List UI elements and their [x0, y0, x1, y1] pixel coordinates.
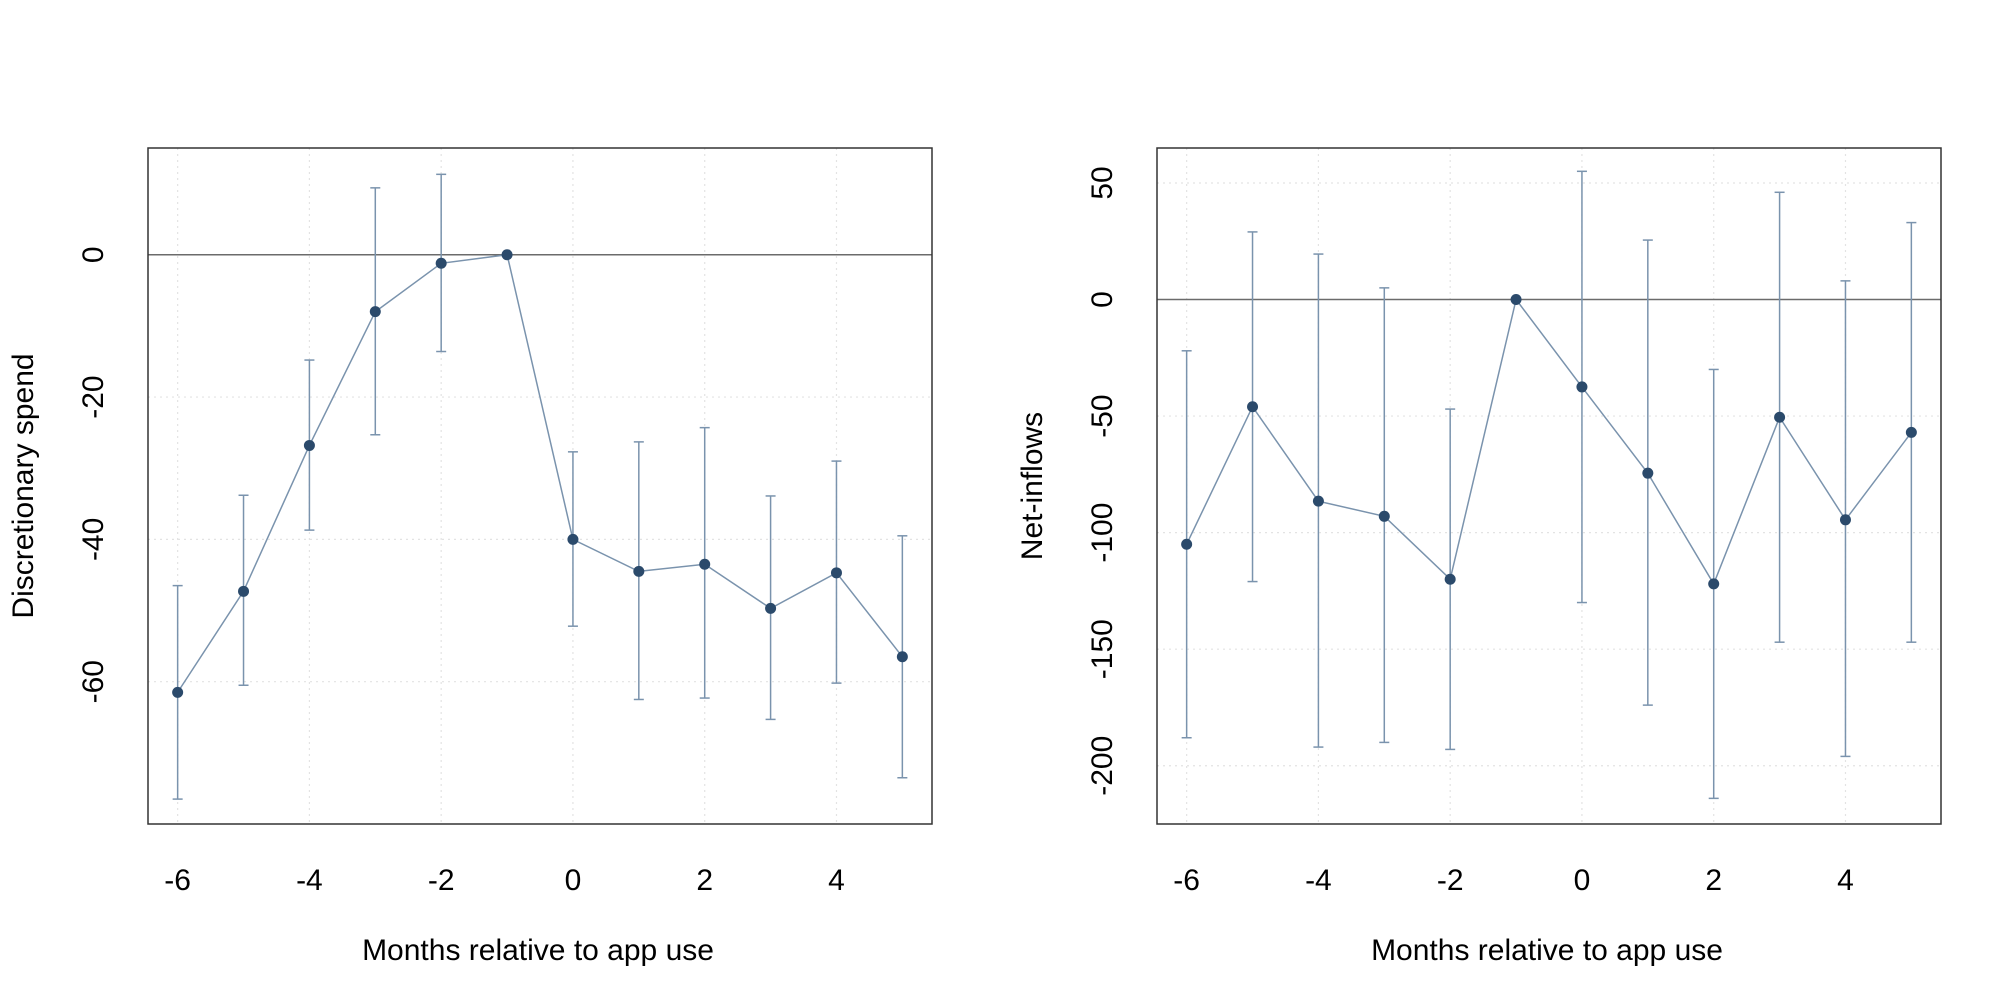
plot-frame	[1156, 147, 1942, 825]
x-tick-label: 2	[696, 864, 713, 897]
x-tick-label: 4	[1837, 864, 1854, 897]
data-point	[1708, 578, 1720, 590]
x-tick-label: 2	[1705, 864, 1722, 897]
x-axis-ticks: -6 -4 -2 0 2 4	[164, 864, 845, 897]
y-tick-label: -60	[77, 660, 110, 703]
x-tick-label: -4	[1305, 864, 1332, 897]
data-point	[1839, 514, 1851, 526]
data-point	[369, 306, 381, 318]
y-axis-title: Discretionary spend	[7, 353, 40, 618]
data-point	[699, 558, 711, 570]
x-tick-label: -2	[428, 864, 455, 897]
data-point	[1642, 467, 1654, 479]
y-tick-label: -200	[1086, 736, 1119, 796]
y-axis-ticks: -200 -150 -100 -50 0 50	[1086, 166, 1119, 795]
data-point	[501, 249, 513, 261]
x-tick-label: -4	[296, 864, 323, 897]
data-point	[567, 533, 579, 545]
data-point	[1312, 495, 1324, 507]
data-point	[435, 257, 447, 269]
data-point	[830, 567, 842, 579]
x-tick-label: -6	[164, 864, 191, 897]
panel-discretionary-spend: -6 -4 -2 0 2 4 -60-40-200 Months relative to …	[7, 147, 933, 967]
data-point	[1774, 411, 1786, 423]
x-tick-label: 0	[1574, 864, 1591, 897]
x-tick-label: 4	[828, 864, 845, 897]
data-point	[1378, 510, 1390, 522]
y-tick-label: -100	[1086, 503, 1119, 563]
error-bars	[172, 173, 908, 800]
data-point	[896, 651, 908, 663]
x-axis-ticks: -6 -4 -2 0 2 4	[1173, 864, 1854, 897]
data-point	[172, 686, 184, 698]
data-point	[303, 439, 315, 451]
data-points	[172, 249, 908, 698]
data-point	[1576, 381, 1588, 393]
x-axis-title: Months relative to app use	[362, 934, 714, 967]
series-line	[1185, 297, 1912, 586]
data-points	[1181, 294, 1917, 590]
gridlines	[148, 148, 932, 824]
panel-net-inflows: -6 -4 -2 0 2 4 -200 -150 -100 -50 0 50 Months rela…	[1016, 147, 1942, 967]
x-axis-title: Months relative to app use	[1371, 934, 1723, 967]
data-point	[765, 602, 777, 614]
data-point	[1905, 426, 1917, 438]
y-tick-label: -150	[1086, 619, 1119, 679]
y-tick-label: 0	[77, 246, 110, 263]
data-point	[238, 585, 250, 597]
y-tick-label: -50	[1086, 394, 1119, 437]
data-point	[1181, 538, 1193, 550]
plot-frame	[147, 147, 933, 825]
data-point	[633, 565, 645, 577]
data-point	[1444, 573, 1456, 585]
y-tick-label: 0	[1086, 291, 1119, 308]
data-point	[1510, 294, 1522, 306]
y-tick-label: 50	[1086, 166, 1119, 199]
data-point	[1247, 401, 1259, 413]
x-tick-label: -2	[1437, 864, 1464, 897]
error-bars	[1181, 170, 1917, 800]
y-axis-title: Net-inflows	[1016, 412, 1049, 560]
y-tick-label: -20	[77, 375, 110, 418]
series-line	[176, 253, 903, 693]
x-tick-label: -6	[1173, 864, 1200, 897]
x-tick-label: 0	[565, 864, 582, 897]
y-axis-ticks: -60 -40 -20 0	[77, 246, 110, 703]
y-tick-label: -40	[77, 518, 110, 561]
